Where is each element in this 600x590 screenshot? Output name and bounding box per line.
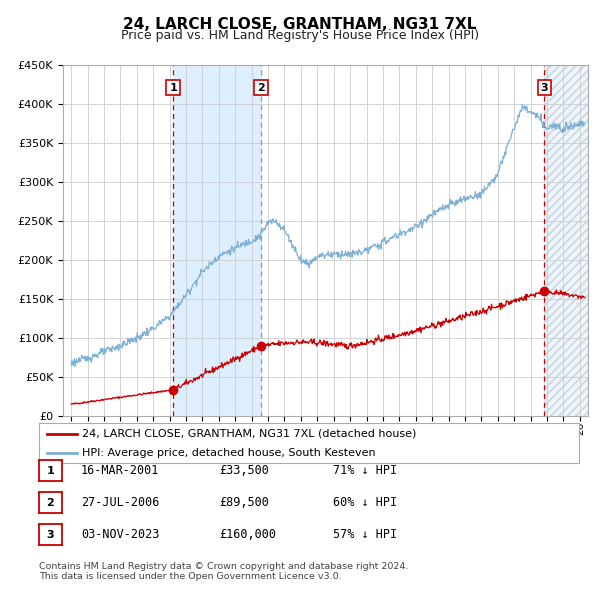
Text: 3: 3	[541, 83, 548, 93]
Text: 57% ↓ HPI: 57% ↓ HPI	[333, 528, 397, 541]
Text: 24, LARCH CLOSE, GRANTHAM, NG31 7XL: 24, LARCH CLOSE, GRANTHAM, NG31 7XL	[124, 17, 476, 31]
Text: £33,500: £33,500	[219, 464, 269, 477]
Text: 1: 1	[47, 466, 54, 476]
Text: 71% ↓ HPI: 71% ↓ HPI	[333, 464, 397, 477]
Text: 16-MAR-2001: 16-MAR-2001	[81, 464, 160, 477]
Text: 60% ↓ HPI: 60% ↓ HPI	[333, 496, 397, 509]
Bar	[544, 65, 588, 416]
Text: HPI: Average price, detached house, South Kesteven: HPI: Average price, detached house, Sout…	[82, 448, 376, 458]
Bar	[173, 65, 261, 416]
Text: 27-JUL-2006: 27-JUL-2006	[81, 496, 160, 509]
Text: 24, LARCH CLOSE, GRANTHAM, NG31 7XL (detached house): 24, LARCH CLOSE, GRANTHAM, NG31 7XL (det…	[82, 429, 416, 439]
Text: Contains HM Land Registry data © Crown copyright and database right 2024.
This d: Contains HM Land Registry data © Crown c…	[39, 562, 409, 581]
Text: Price paid vs. HM Land Registry's House Price Index (HPI): Price paid vs. HM Land Registry's House …	[121, 30, 479, 42]
Text: 2: 2	[47, 498, 54, 507]
Text: £160,000: £160,000	[219, 528, 276, 541]
Text: £89,500: £89,500	[219, 496, 269, 509]
Text: 03-NOV-2023: 03-NOV-2023	[81, 528, 160, 541]
Text: 3: 3	[47, 530, 54, 539]
Text: 1: 1	[169, 83, 177, 93]
Text: 2: 2	[257, 83, 265, 93]
